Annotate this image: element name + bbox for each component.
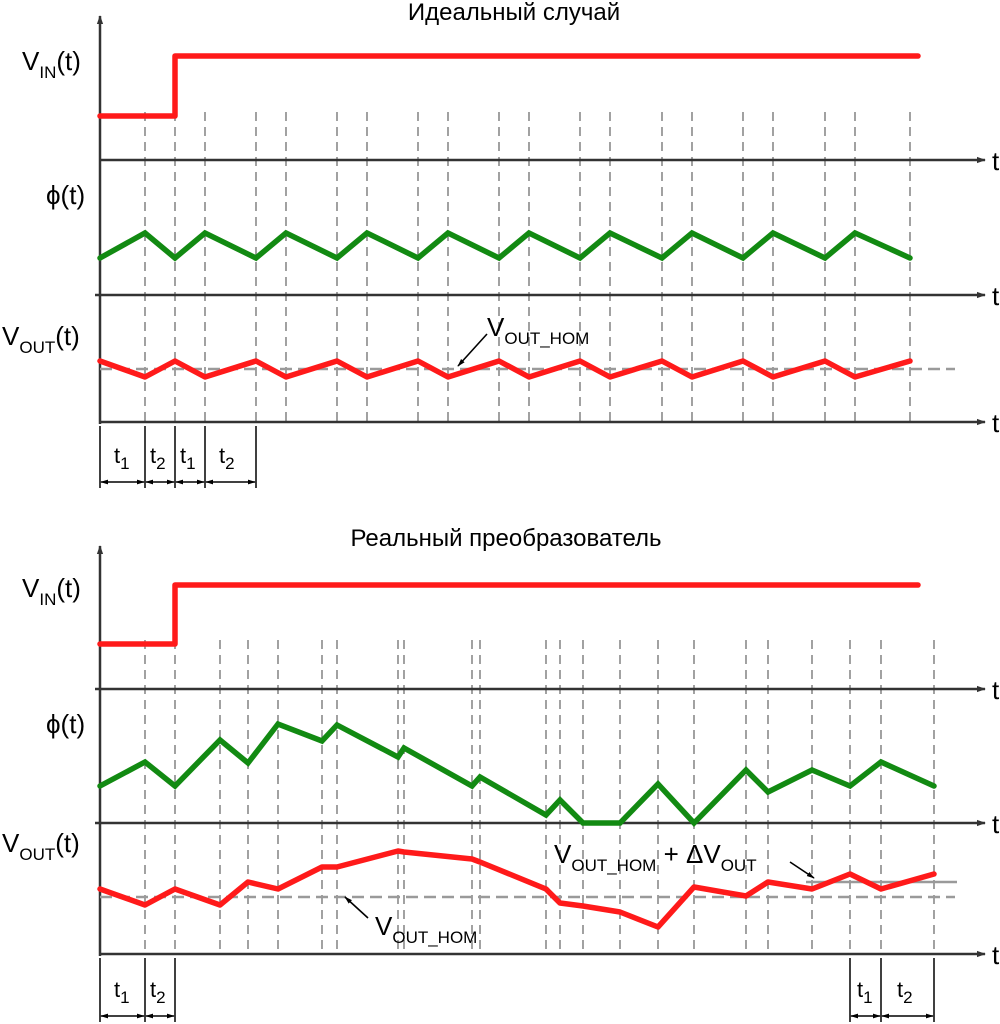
panel-real-title: Реальный преобразователь — [350, 525, 661, 552]
top-interval-t2: t2 — [150, 443, 166, 473]
bottom-upper-pointer — [789, 861, 815, 879]
bottom-vout-waveform — [97, 848, 937, 930]
top-interval-t1: t1 — [114, 443, 130, 473]
top-vout-waveform — [97, 358, 913, 380]
bottom-interval-t2: t2 — [897, 977, 913, 1007]
bottom-t-label-1: t — [992, 675, 1000, 705]
top-vin-label: VIN(t) — [22, 46, 81, 82]
bottom-interval-t1: t1 — [114, 977, 130, 1007]
top-interval-markers: t1 t2 t1 t2 — [99, 426, 257, 488]
top-nominal-pointer — [457, 333, 488, 367]
top-grid-lines — [144, 112, 911, 422]
panel-ideal: Идеальный случай t t t VIN(t) ϕ(t) VOUT(… — [2, 0, 1000, 488]
bottom-interval-markers-left: t1 t2 — [99, 958, 176, 1022]
top-phi-label: ϕ(t) — [46, 180, 85, 210]
bottom-phi-label: ϕ(t) — [46, 709, 85, 739]
top-vin-waveform — [97, 53, 921, 119]
top-vout-label: VOUT(t) — [2, 321, 80, 357]
top-interval-t1: t1 — [180, 443, 196, 473]
bottom-phi-waveform — [97, 720, 937, 827]
bottom-vout-nom-plus-delta-annotation: VOUT_НОМ + ΔVOUT — [554, 839, 757, 875]
top-t-label-2: t — [992, 281, 1000, 311]
panel-ideal-title: Идеальный случай — [408, 0, 620, 26]
bottom-vout-nom-annotation: VOUT_НОМ — [375, 911, 477, 947]
bottom-t-label-3: t — [992, 940, 1000, 970]
bottom-interval-markers-right: t1 t2 — [849, 958, 935, 1022]
bottom-vin-waveform — [97, 582, 921, 647]
bottom-t-label-2: t — [992, 809, 1000, 839]
top-vout-nom-annotation: VOUT_НОМ — [487, 312, 589, 348]
top-t-label-3: t — [992, 408, 1000, 438]
panel-real: Реальный преобразователь t t t VIN(t) ϕ(… — [2, 525, 1000, 1022]
top-phi-waveform — [97, 229, 913, 262]
bottom-grid-lines — [144, 640, 935, 954]
bottom-interval-t1: t1 — [857, 977, 873, 1007]
bottom-vin-label: VIN(t) — [22, 573, 81, 609]
bottom-interval-t2: t2 — [150, 977, 166, 1007]
bottom-vout-label: VOUT(t) — [2, 828, 80, 864]
top-t-label-1: t — [992, 146, 1000, 176]
bottom-lower-pointer — [344, 896, 369, 919]
top-interval-t2: t2 — [219, 443, 235, 473]
